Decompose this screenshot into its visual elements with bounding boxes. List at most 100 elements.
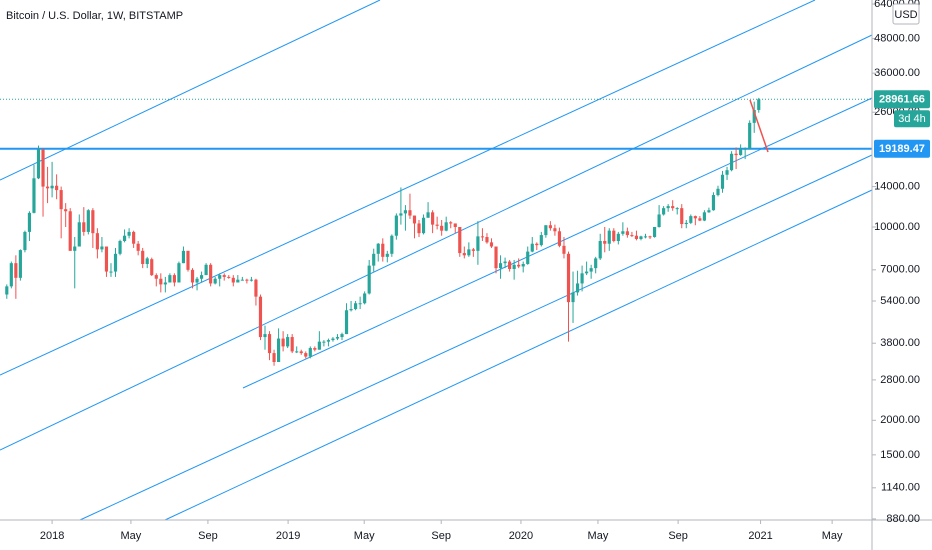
candle-body: [209, 264, 213, 284]
candle-body: [32, 178, 36, 213]
candle-body: [367, 265, 371, 294]
x-tick-label: Sep: [431, 530, 451, 542]
candle-body: [548, 225, 552, 229]
candle-body: [27, 212, 32, 232]
candle-body: [521, 263, 525, 267]
candle-body: [73, 246, 77, 251]
candle-body: [476, 236, 480, 251]
candle-body: [458, 227, 462, 254]
price-badge: 28961.66: [879, 94, 925, 106]
candle-body: [109, 271, 113, 273]
candle-body: [698, 218, 702, 221]
level-badge-bg: [874, 139, 930, 158]
candle-body: [23, 231, 27, 251]
candle-body: [652, 227, 657, 238]
candle-body: [689, 216, 693, 223]
candle-body: [739, 149, 743, 156]
candle-body: [154, 275, 158, 279]
countdown: 3d 4h: [898, 113, 926, 125]
x-tick-label: 2019: [276, 530, 300, 542]
channel-line: [0, 0, 381, 181]
candle-body: [326, 340, 331, 342]
candle-body: [231, 277, 235, 283]
candle-body: [358, 303, 362, 305]
candle-body: [177, 263, 181, 283]
candle-body: [290, 337, 294, 352]
currency-label: USD: [894, 9, 917, 21]
candle-body: [662, 208, 666, 215]
candle-body: [45, 186, 50, 189]
channel-line: [79, 154, 873, 521]
candle-body: [204, 264, 208, 276]
candle-body: [720, 174, 725, 189]
candle-body: [172, 275, 176, 283]
y-tick-label: 7000.00: [880, 264, 920, 276]
candle-body: [530, 243, 534, 252]
candle-body: [77, 222, 81, 247]
x-tick-label: May: [354, 530, 375, 542]
candle-body: [254, 279, 258, 297]
candle-body: [562, 245, 566, 254]
candle-body: [553, 228, 557, 232]
candle-body: [236, 279, 240, 283]
candle-body: [186, 250, 190, 270]
candle-body: [471, 249, 475, 251]
candle-body: [494, 246, 498, 269]
candle-body: [385, 253, 389, 257]
candle-body: [222, 275, 226, 277]
candle-body: [598, 241, 602, 259]
candle-body: [757, 99, 761, 110]
level-badge: 19189.47: [879, 143, 925, 155]
candle-body: [363, 293, 367, 304]
candle-body: [480, 236, 485, 238]
candle-body: [498, 263, 503, 269]
candle-body: [716, 188, 720, 196]
candle-body: [680, 208, 684, 225]
candle-body: [707, 210, 711, 213]
candle-body: [607, 230, 611, 244]
candle-body: [100, 246, 104, 250]
candle-body: [675, 208, 679, 210]
candle-body: [684, 222, 688, 225]
candle-body: [322, 341, 326, 343]
candle-body: [317, 341, 321, 350]
marks: [0, 97, 872, 366]
candle-body: [729, 153, 734, 171]
candle-body: [752, 109, 756, 123]
candle-body: [127, 231, 131, 236]
candle-body: [571, 292, 575, 303]
candle-body: [580, 273, 584, 284]
candle-body: [657, 214, 661, 228]
candle-body: [621, 231, 625, 234]
y-tick-label: 14000.00: [874, 180, 920, 192]
y-tick-label: 880.00: [886, 513, 920, 525]
x-tick-label: May: [822, 530, 843, 542]
candle-body: [412, 215, 417, 224]
candle-body: [449, 222, 453, 224]
y-tick-label: 36000.00: [874, 67, 920, 79]
candle-body: [594, 258, 598, 269]
x-tick-label: 2020: [509, 530, 533, 542]
candle-body: [390, 235, 394, 254]
candle-body: [748, 122, 752, 149]
arrow: [749, 99, 769, 153]
currency-box: [892, 3, 920, 25]
candle-body: [625, 231, 629, 236]
candle-body: [421, 217, 426, 234]
candle-body: [702, 212, 706, 221]
candle-body: [485, 237, 489, 243]
candle-body: [335, 337, 340, 339]
y-tick-label: 1140.00: [881, 482, 920, 494]
channel-line: [0, 0, 816, 376]
candle-body: [168, 275, 172, 283]
candle-body: [240, 279, 244, 281]
candle-body: [535, 243, 539, 246]
candle-body: [575, 283, 580, 293]
candle-body: [64, 209, 68, 212]
candle-body: [190, 269, 195, 283]
candle-body: [159, 278, 163, 285]
candle-body: [9, 263, 13, 287]
